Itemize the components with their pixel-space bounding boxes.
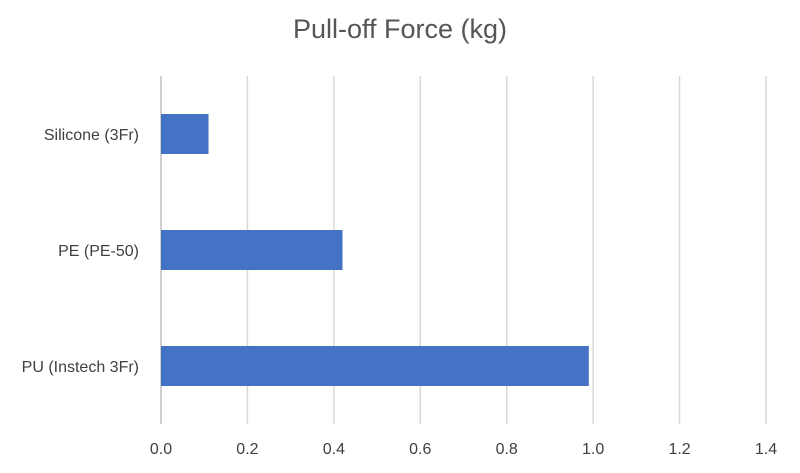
category-label: PE (PE-50) [58,243,139,260]
bar [161,346,589,386]
chart-title: Pull-off Force (kg) [292,14,508,44]
bar [161,230,343,270]
x-tick-label: 0.6 [409,441,431,458]
category-label: PU (Instech 3Fr) [22,359,139,376]
category-label: Silicone (3Fr) [44,127,139,144]
x-tick-label: 1.2 [668,441,690,458]
x-tick-label: 0.4 [323,441,345,458]
x-tick-label: 0.2 [236,441,258,458]
x-tick-label: 1.4 [755,441,777,458]
bar [161,114,209,154]
x-tick-label: 0.8 [496,441,518,458]
x-tick-label: 0.0 [150,441,172,458]
x-tick-label: 1.0 [582,441,604,458]
